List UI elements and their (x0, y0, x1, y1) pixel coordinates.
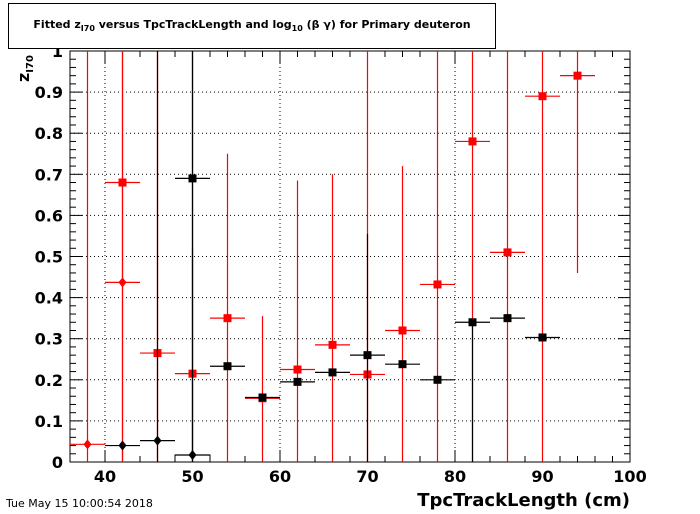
point-square (503, 248, 512, 257)
y-tick-label: 0 (52, 453, 63, 472)
y-tick-label: 0.9 (35, 83, 63, 102)
data-point (350, 233, 385, 462)
y-tick-label: 0.3 (35, 330, 63, 349)
data-point (455, 318, 490, 462)
y-tick-label: 0.2 (35, 371, 63, 390)
data-point (315, 174, 350, 462)
point-square (398, 326, 407, 335)
point-square (433, 375, 442, 384)
x-tick-label: 80 (444, 467, 466, 486)
point-square (363, 351, 372, 360)
data-point (560, 51, 595, 273)
chart-title-box: Fitted zI70 versus TpcTrackLength and lo… (8, 3, 496, 49)
y-tick-label: 0.4 (35, 289, 63, 308)
data-point (420, 375, 455, 384)
point-square (223, 314, 232, 323)
point-square (223, 362, 232, 371)
data-point (385, 360, 420, 369)
point-square (433, 280, 442, 289)
x-tick-label: 40 (94, 467, 116, 486)
empty-bin-marks (174, 454, 211, 463)
data-point (490, 51, 525, 462)
point-diamond (83, 439, 92, 450)
point-square (468, 137, 477, 146)
data-point (280, 377, 315, 386)
empty-bin-box (174, 454, 211, 463)
data-point (245, 393, 280, 402)
point-square (328, 340, 337, 349)
x-axis-label: TpcTrackLength (cm) (417, 490, 630, 511)
data-point (385, 166, 420, 462)
data-point (525, 333, 560, 342)
x-tick-label: 100 (613, 467, 646, 486)
data-point (210, 362, 245, 371)
point-diamond (153, 435, 162, 446)
x-tick-label: 60 (269, 467, 291, 486)
y-tick-label: 0.8 (35, 124, 63, 143)
data-point (525, 51, 560, 462)
chart-title: Fitted zI70 versus TpcTrackLength and lo… (33, 18, 471, 34)
y-tick-label: 0.6 (35, 206, 63, 225)
grid-lines (70, 51, 630, 462)
y-tick-label: 1 (52, 42, 63, 61)
y-tick-label: 0.1 (35, 412, 63, 431)
point-diamond (118, 277, 127, 288)
data-point (315, 368, 350, 377)
data-point (70, 51, 105, 462)
y-tick-label: 0.5 (35, 248, 63, 267)
data-point (105, 51, 140, 462)
x-tick-label: 50 (181, 467, 203, 486)
point-square (468, 318, 477, 327)
point-diamond (118, 440, 127, 451)
point-square (398, 360, 407, 369)
point-square (573, 71, 582, 80)
x-tick-label: 90 (531, 467, 553, 486)
data-point (140, 51, 175, 462)
data-point (175, 51, 210, 462)
point-square (503, 314, 512, 323)
data-point (420, 51, 455, 462)
point-square (293, 377, 302, 386)
timestamp: Tue May 15 10:00:54 2018 (6, 497, 153, 510)
data-point (280, 180, 315, 462)
data-marks (70, 51, 595, 462)
data-point (105, 440, 140, 451)
point-square (538, 333, 547, 342)
point-square (258, 393, 267, 402)
point-square (538, 92, 547, 101)
point-square (293, 365, 302, 374)
data-point (490, 314, 525, 323)
data-point (210, 153, 245, 462)
axis-ticks: 40 50 60 70 80 90 100 0 0.1 0.2 0.3 0.4 0.5 0.6 0.7 0.8… (35, 42, 647, 486)
y-axis-label: zI70 (14, 55, 37, 82)
data-point (245, 316, 280, 462)
y-tick-label: 0.7 (35, 165, 63, 184)
x-tick-label: 70 (356, 467, 378, 486)
point-square (328, 368, 337, 377)
